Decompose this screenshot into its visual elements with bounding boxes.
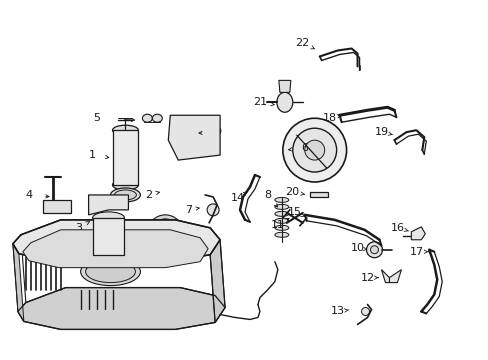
Text: 4: 4 xyxy=(25,190,32,200)
Ellipse shape xyxy=(274,204,288,210)
Ellipse shape xyxy=(110,188,140,202)
Polygon shape xyxy=(13,244,24,321)
Polygon shape xyxy=(381,270,388,283)
Circle shape xyxy=(292,128,336,172)
Ellipse shape xyxy=(85,261,135,283)
Circle shape xyxy=(163,236,167,240)
Ellipse shape xyxy=(276,92,292,112)
Text: 16: 16 xyxy=(389,223,404,233)
Circle shape xyxy=(163,226,167,230)
Ellipse shape xyxy=(190,124,202,142)
Circle shape xyxy=(118,226,142,250)
Ellipse shape xyxy=(92,212,124,224)
Ellipse shape xyxy=(114,190,136,200)
Text: 15: 15 xyxy=(287,207,301,217)
Ellipse shape xyxy=(112,125,138,135)
Polygon shape xyxy=(168,115,220,160)
Circle shape xyxy=(122,230,138,246)
Ellipse shape xyxy=(274,197,288,202)
Ellipse shape xyxy=(274,232,288,237)
Circle shape xyxy=(158,231,162,235)
Text: 11: 11 xyxy=(270,220,285,230)
Polygon shape xyxy=(410,227,425,240)
Text: 1: 1 xyxy=(89,150,96,160)
Circle shape xyxy=(361,307,369,315)
Text: 3: 3 xyxy=(75,223,82,233)
Circle shape xyxy=(304,140,324,160)
Ellipse shape xyxy=(274,219,288,223)
Text: 21: 21 xyxy=(252,97,266,107)
Text: 10: 10 xyxy=(350,243,364,253)
Text: 17: 17 xyxy=(409,247,424,257)
Text: 7: 7 xyxy=(184,205,191,215)
Circle shape xyxy=(151,219,179,247)
Ellipse shape xyxy=(274,225,288,230)
Polygon shape xyxy=(18,288,224,329)
Text: 22: 22 xyxy=(294,37,308,48)
Text: 12: 12 xyxy=(360,273,374,283)
Ellipse shape xyxy=(152,114,162,122)
Ellipse shape xyxy=(274,211,288,216)
Polygon shape xyxy=(388,270,401,283)
Circle shape xyxy=(147,215,183,251)
Text: 18: 18 xyxy=(322,113,336,123)
Polygon shape xyxy=(210,240,224,323)
Text: 19: 19 xyxy=(374,127,388,137)
Text: 6: 6 xyxy=(301,143,307,153)
Polygon shape xyxy=(112,130,138,185)
Ellipse shape xyxy=(92,249,124,261)
Circle shape xyxy=(168,231,172,235)
Circle shape xyxy=(207,204,219,216)
Circle shape xyxy=(370,246,378,254)
Polygon shape xyxy=(23,230,208,268)
Polygon shape xyxy=(13,220,220,262)
Text: 9: 9 xyxy=(214,127,221,137)
Polygon shape xyxy=(88,195,128,215)
Text: 2: 2 xyxy=(144,190,152,200)
Text: 14: 14 xyxy=(230,193,244,203)
Ellipse shape xyxy=(142,114,152,122)
Ellipse shape xyxy=(112,180,138,190)
Text: 13: 13 xyxy=(330,306,344,316)
Circle shape xyxy=(366,242,382,258)
Text: 20: 20 xyxy=(284,187,298,197)
Polygon shape xyxy=(92,218,124,255)
Ellipse shape xyxy=(81,258,140,285)
Text: 8: 8 xyxy=(264,190,271,200)
Circle shape xyxy=(282,118,346,182)
Polygon shape xyxy=(278,80,290,92)
Polygon shape xyxy=(42,200,71,213)
Polygon shape xyxy=(309,192,327,197)
Text: 5: 5 xyxy=(93,113,100,123)
